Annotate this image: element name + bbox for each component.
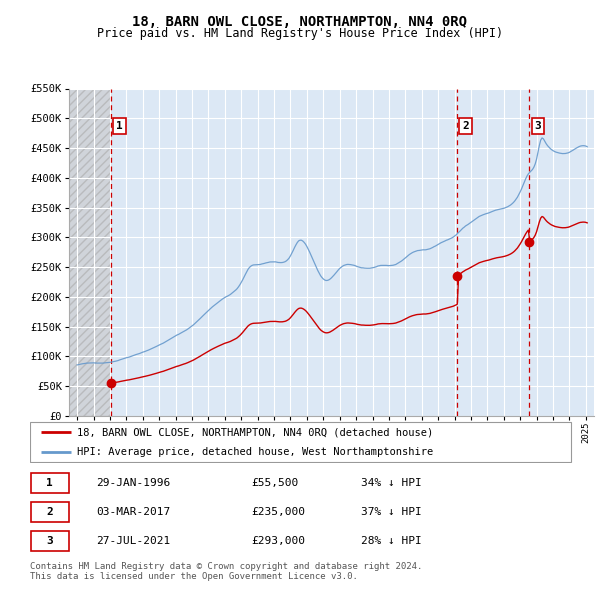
Text: 1: 1: [116, 121, 123, 131]
Bar: [69, 88, 112, 416]
FancyBboxPatch shape: [31, 531, 68, 551]
Text: 03-MAR-2017: 03-MAR-2017: [96, 507, 170, 517]
Text: £55,500: £55,500: [251, 477, 298, 487]
Text: £235,000: £235,000: [251, 507, 305, 517]
Text: 2: 2: [46, 507, 53, 517]
Text: 3: 3: [534, 121, 541, 131]
Text: 3: 3: [46, 536, 53, 546]
Text: 37% ↓ HPI: 37% ↓ HPI: [361, 507, 422, 517]
Text: 28% ↓ HPI: 28% ↓ HPI: [361, 536, 422, 546]
Text: 18, BARN OWL CLOSE, NORTHAMPTON, NN4 0RQ (detached house): 18, BARN OWL CLOSE, NORTHAMPTON, NN4 0RQ…: [77, 427, 433, 437]
FancyBboxPatch shape: [31, 473, 68, 493]
Text: 18, BARN OWL CLOSE, NORTHAMPTON, NN4 0RQ: 18, BARN OWL CLOSE, NORTHAMPTON, NN4 0RQ: [133, 15, 467, 29]
Text: 27-JUL-2021: 27-JUL-2021: [96, 536, 170, 546]
Text: HPI: Average price, detached house, West Northamptonshire: HPI: Average price, detached house, West…: [77, 447, 433, 457]
Text: Contains HM Land Registry data © Crown copyright and database right 2024.: Contains HM Land Registry data © Crown c…: [30, 562, 422, 571]
Text: 1: 1: [46, 477, 53, 487]
Text: Price paid vs. HM Land Registry's House Price Index (HPI): Price paid vs. HM Land Registry's House …: [97, 27, 503, 40]
Text: 29-JAN-1996: 29-JAN-1996: [96, 477, 170, 487]
Text: 2: 2: [462, 121, 469, 131]
FancyBboxPatch shape: [31, 502, 68, 522]
Text: This data is licensed under the Open Government Licence v3.0.: This data is licensed under the Open Gov…: [30, 572, 358, 581]
Text: £293,000: £293,000: [251, 536, 305, 546]
FancyBboxPatch shape: [30, 421, 571, 463]
Text: 34% ↓ HPI: 34% ↓ HPI: [361, 477, 422, 487]
